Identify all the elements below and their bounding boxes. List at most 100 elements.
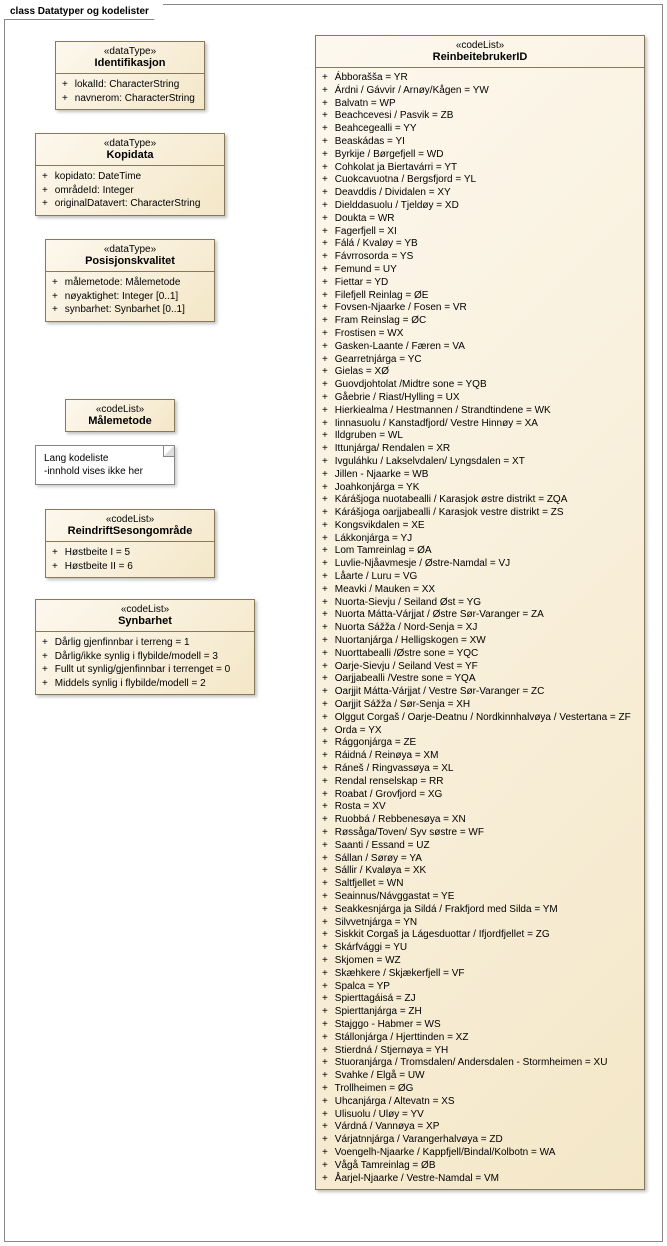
attr-row: + Jillen - Njaarke = WB — [322, 469, 638, 482]
attr-text: Spalca = YP — [332, 981, 390, 992]
attr-text: Nuorttabealli /Østre sone = YQC — [332, 648, 478, 659]
visibility-public-icon: + — [322, 686, 332, 699]
visibility-public-icon: + — [322, 763, 332, 776]
visibility-public-icon: + — [62, 78, 72, 92]
attr-text: Várjatnnjárga / Varangerhalvøya = ZD — [332, 1134, 503, 1145]
attr-row: + Uhcanjárga / Altevatn = XS — [322, 1096, 638, 1109]
box-header: «dataType» Identifikasjon — [56, 42, 204, 74]
attr-row: + Joahkonjárga = YK — [322, 482, 638, 495]
attr-text: Stállonjárga / Hjerttinden = XZ — [332, 1032, 468, 1043]
attr-row: + Stuoranjárga / Tromsdalen/ Andersdalen… — [322, 1057, 638, 1070]
attr-text: Balvatn = WP — [332, 98, 396, 109]
visibility-public-icon: + — [322, 72, 332, 85]
attr-text: Várdná / Vannøya = XP — [332, 1121, 439, 1132]
visibility-public-icon: + — [52, 303, 62, 317]
datatype-kopidata: «dataType» Kopidata + kopidato: DateTime… — [35, 133, 225, 216]
attr-row: + Stállonjárga / Hjerttinden = XZ — [322, 1032, 638, 1045]
attr-row: + Filefjell Reinlag = ØE — [322, 290, 638, 303]
attr-row: + Nuorta Sážža / Nord-Senja = XJ — [322, 622, 638, 635]
visibility-public-icon: + — [322, 840, 332, 853]
attr-row: + Fiettar = YD — [322, 277, 638, 290]
visibility-public-icon: + — [322, 737, 332, 750]
attr-text: Ábborašša = YR — [332, 72, 408, 83]
attr-row: + Orda = YX — [322, 725, 638, 738]
visibility-public-icon: + — [322, 174, 332, 187]
visibility-public-icon: + — [42, 197, 52, 211]
attr-row: + Gearretnjárga = YC — [322, 354, 638, 367]
attr-text: Ildgruben = WL — [332, 430, 403, 441]
attr-row: + Ivguláhku / Lakselvdalen/ Lyngsdalen =… — [322, 456, 638, 469]
attr-row: + Ráneš / Ringvassøya = XL — [322, 763, 638, 776]
attr-row: + Iinnasuolu / Kanstadfjord/ Vestre Hinn… — [322, 418, 638, 431]
attr-text: Luvlie-Njåavmesje / Østre-Namdal = VJ — [332, 558, 510, 569]
attr-row: + Nuortanjárga / Helligskogen = XW — [322, 635, 638, 648]
attr-text: Byrkije / Børgefjell = WD — [332, 149, 443, 160]
attr-text: Vågå Tamreinlag = ØB — [332, 1160, 436, 1171]
attr-text: Jillen - Njaarke = WB — [332, 469, 428, 480]
attr-text: Gielas = XØ — [332, 366, 389, 377]
attr-text: Oarje-Sievju / Seiland Vest = YF — [332, 661, 478, 672]
visibility-public-icon: + — [322, 379, 332, 392]
attr-row: + lokalId: CharacterString — [62, 78, 198, 92]
attr-row: + Oarjjit Mátta-Várjjat / Vestre Sør-Var… — [322, 686, 638, 699]
attr-text: Ivguláhku / Lakselvdalen/ Lyngsdalen = X… — [332, 456, 525, 467]
attr-row: + Várjatnnjárga / Varangerhalvøya = ZD — [322, 1134, 638, 1147]
attr-text: Kárášjoga nuotabealli / Karasjok østre d… — [332, 494, 567, 505]
attr-text: Høstbeite II = 6 — [62, 561, 133, 572]
visibility-public-icon: + — [322, 520, 332, 533]
box-name: Målemetode — [72, 415, 168, 427]
attr-row: + Saanti / Essand = UZ — [322, 840, 638, 853]
attr-text: Skárfvággi = YU — [332, 942, 407, 953]
attr-row: + Stajggo - Habmer = WS — [322, 1019, 638, 1032]
visibility-public-icon: + — [52, 276, 62, 290]
attr-text: Fálá / Kvaløy = YB — [332, 238, 418, 249]
attr-text: Fullt ut synlig/gjenfinnbar i terrenget … — [52, 664, 230, 675]
attr-row: + Skárfvággi = YU — [322, 942, 638, 955]
visibility-public-icon: + — [322, 750, 332, 763]
visibility-public-icon: + — [322, 1147, 332, 1160]
visibility-public-icon: + — [322, 213, 332, 226]
attr-text: Beachcevesi / Pasvik = ZB — [332, 110, 453, 121]
box-name: Identifikasjon — [62, 57, 198, 69]
attr-row: + Byrkije / Børgefjell = WD — [322, 149, 638, 162]
visibility-public-icon: + — [42, 184, 52, 198]
visibility-public-icon: + — [42, 677, 52, 691]
visibility-public-icon: + — [322, 558, 332, 571]
visibility-public-icon: + — [322, 1121, 332, 1134]
attr-text: Iinnasuolu / Kanstadfjord/ Vestre Hinnøy… — [332, 418, 538, 429]
attr-text: Voengelh-Njaarke / Kappfjell/Bindal/Kolb… — [332, 1147, 555, 1158]
attr-text: Fagerfjell = XI — [332, 226, 397, 237]
visibility-public-icon: + — [322, 405, 332, 418]
attr-row: + Kárášjoga nuotabealli / Karasjok østre… — [322, 494, 638, 507]
attr-text: Gåebrie / Riast/Hylling = UX — [332, 392, 460, 403]
attr-text: Låarte / Luru = VG — [332, 571, 417, 582]
visibility-public-icon: + — [322, 712, 332, 725]
attr-text: Åarjel-Njaarke / Vestre-Namdal = VM — [332, 1173, 499, 1184]
attr-text: områdeId: Integer — [52, 185, 134, 196]
box-name: Posisjonskvalitet — [52, 255, 208, 267]
attr-row: + nøyaktighet: Integer [0..1] — [52, 290, 208, 304]
visibility-public-icon: + — [322, 85, 332, 98]
attr-row: + Meavki / Mauken = XX — [322, 584, 638, 597]
attr-text: Stierdná / Stjernøya = YH — [332, 1045, 448, 1056]
attr-text: Saanti / Essand = UZ — [332, 840, 430, 851]
attr-row: + Gasken-Laante / Færen = VA — [322, 341, 638, 354]
attr-text: Skjomen = WZ — [332, 955, 401, 966]
attr-text: nøyaktighet: Integer [0..1] — [62, 291, 178, 302]
attr-text: Meavki / Mauken = XX — [332, 584, 435, 595]
attr-row: + Doukta = WR — [322, 213, 638, 226]
box-name: ReinbeitebrukerID — [322, 51, 638, 63]
attr-text: Fiettar = YD — [332, 277, 388, 288]
visibility-public-icon: + — [322, 354, 332, 367]
attr-text: Sállan / Sørøy = YA — [332, 853, 422, 864]
attr-row: + Svahke / Elgå = UW — [322, 1070, 638, 1083]
attr-row: + kopidato: DateTime — [42, 170, 218, 184]
attr-text: Joahkonjárga = YK — [332, 482, 419, 493]
box-header: «dataType» Kopidata — [36, 134, 224, 166]
attr-text: Ittunjárga/ Rendalen = XR — [332, 443, 450, 454]
box-attrs: + kopidato: DateTime+ områdeId: Integer+… — [36, 166, 224, 215]
attr-row: + Frostisen = WX — [322, 328, 638, 341]
visibility-public-icon: + — [322, 315, 332, 328]
attr-text: Femund = UY — [332, 264, 397, 275]
attr-text: Gasken-Laante / Færen = VA — [332, 341, 465, 352]
